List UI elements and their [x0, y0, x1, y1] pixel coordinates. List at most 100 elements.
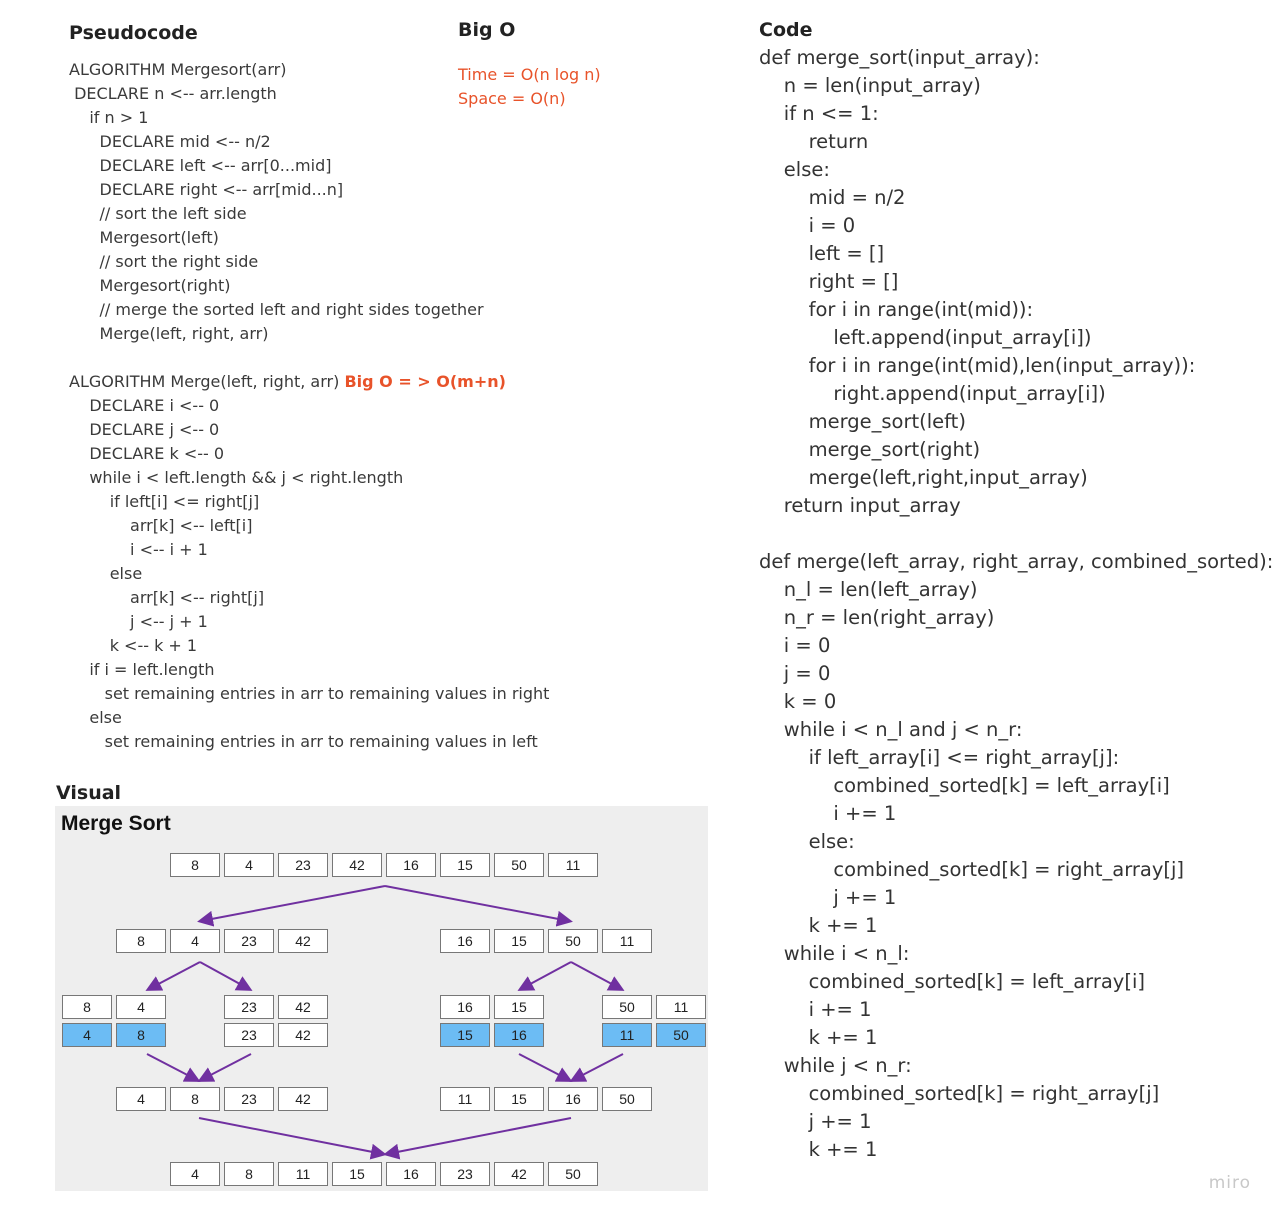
pseudocode-line: DECLARE j <-- 0 — [69, 420, 220, 439]
miro-watermark: miro — [1208, 1173, 1251, 1193]
pseudocode-line: DECLARE k <-- 0 — [69, 444, 225, 463]
code-line: combined_sorted[k] = left_array[i] — [759, 774, 1170, 797]
code-line: if left_array[i] <= right_array[j]: — [759, 746, 1120, 769]
arrow-split-rl — [517, 961, 572, 991]
array-cell-original: 8 — [170, 853, 220, 877]
code-line: while j < n_r: — [759, 1054, 912, 1077]
pseudocode-line: k <-- k + 1 — [69, 636, 198, 655]
code-line: right = [] — [759, 270, 899, 293]
code-line: mid = n/2 — [759, 186, 906, 209]
pseudocode-line: set remaining entries in arr to remainin… — [69, 732, 538, 751]
code-line: j += 1 — [759, 1110, 872, 1133]
array-cell-pairs-top: 42 — [278, 995, 328, 1019]
array-cell-original: 50 — [494, 853, 544, 877]
array-cell-pairs-top: 15 — [494, 995, 544, 1019]
array-cell-merged-right: 15 — [494, 1087, 544, 1111]
pseudocode-line: i <-- i + 1 — [69, 540, 208, 559]
pseudocode-line: DECLARE right <-- arr[mid...n] — [69, 180, 344, 199]
pseudocode-line: if n > 1 — [69, 108, 149, 127]
code-line: left = [] — [759, 242, 885, 265]
pseudocode-line: // sort the left side — [69, 204, 247, 223]
code-line — [759, 520, 1273, 548]
code-line: def merge_sort(input_array): — [759, 46, 1040, 69]
arrow-merge-ll — [146, 1053, 201, 1082]
code-line: for i in range(int(mid),len(input_array)… — [759, 354, 1196, 377]
merge-sort-visual: Merge Sort 8 4 23 42 16 15 50 11 8 4 23 42 16 15 50 11 8… — [55, 806, 708, 1191]
array-cell-final: 15 — [332, 1162, 382, 1186]
time-complexity: Time = O(n log n) — [458, 65, 601, 84]
array-cell-pairs-sorted: 8 — [116, 1023, 166, 1047]
array-cell-original: 15 — [440, 853, 490, 877]
code-line: k += 1 — [759, 1026, 878, 1049]
pseudocode-line: arr[k] <-- left[i] — [69, 516, 253, 535]
arrow-final-right — [383, 1117, 572, 1160]
pseudocode-title: Pseudocode — [69, 22, 198, 44]
array-cell-pairs-sorted: 50 — [656, 1023, 706, 1047]
code-line: for i in range(int(mid)): — [759, 298, 1034, 321]
pseudocode-line: // sort the right side — [69, 252, 259, 271]
code-line: i += 1 — [759, 998, 872, 1021]
array-cell-final: 11 — [278, 1162, 328, 1186]
pseudocode-line: else — [69, 708, 122, 727]
merge-arrows — [145, 885, 625, 1160]
array-cell-original: 11 — [548, 853, 598, 877]
merge-pseudocode-block: DECLARE i <-- 0 DECLARE j <-- 0 DECLARE … — [69, 394, 549, 754]
visual-title: Merge Sort — [61, 812, 171, 835]
arrow-split-left — [197, 885, 386, 927]
array-cell-split-left: 4 — [170, 929, 220, 953]
pseudocode-line: DECLARE left <-- arr[0...mid] — [69, 156, 332, 175]
code-line: combined_sorted[k] = right_array[j] — [759, 1082, 1160, 1105]
array-cell-merged-left: 42 — [278, 1087, 328, 1111]
code-line: k += 1 — [759, 914, 878, 937]
pseudocode-line: arr[k] <-- right[j] — [69, 588, 265, 607]
bigo-title: Big O — [458, 19, 516, 41]
pseudocode-line: if left[i] <= right[j] — [69, 492, 260, 511]
pseudocode-line: Mergesort(left) — [69, 228, 219, 247]
array-cell-merged-left: 8 — [170, 1087, 220, 1111]
array-cell-split-right: 16 — [440, 929, 490, 953]
array-cell-merged-right: 16 — [548, 1087, 598, 1111]
code-line: n_l = len(left_array) — [759, 578, 978, 601]
arrow-split-lr — [199, 961, 253, 991]
array-cell-pairs-sorted: 4 — [62, 1023, 112, 1047]
array-cell-split-right: 15 — [494, 929, 544, 953]
array-cell-pairs-sorted: 16 — [494, 1023, 544, 1047]
array-cell-pairs-top: 4 — [116, 995, 166, 1019]
pseudocode-line: while i < left.length && j < right.lengt… — [69, 468, 404, 487]
array-cell-pairs-top: 50 — [602, 995, 652, 1019]
array-cell-pairs-top: 16 — [440, 995, 490, 1019]
array-cell-split-left: 23 — [224, 929, 274, 953]
merge-header-text: ALGORITHM Merge(left, right, arr) — [69, 372, 345, 391]
array-cell-final: 42 — [494, 1162, 544, 1186]
pseudocode-line: else — [69, 564, 143, 583]
code-line: left.append(input_array[i]) — [759, 326, 1092, 349]
array-cell-pairs-sorted: 23 — [224, 1023, 274, 1047]
merge-algorithm-header: ALGORITHM Merge(left, right, arr) Big O … — [69, 370, 506, 394]
array-cell-final: 8 — [224, 1162, 274, 1186]
code-line: i += 1 — [759, 802, 897, 825]
array-cell-split-right: 11 — [602, 929, 652, 953]
code-line: else: — [759, 158, 830, 181]
pseudocode-line: if i = left.length — [69, 660, 215, 679]
code-line: while i < n_l: — [759, 942, 910, 965]
pseudocode-line: Mergesort(right) — [69, 276, 231, 295]
array-cell-original: 16 — [386, 853, 436, 877]
code-line: def merge(left_array, right_array, combi… — [759, 550, 1274, 573]
space-complexity: Space = O(n) — [458, 89, 566, 108]
code-line: n = len(input_array) — [759, 74, 981, 97]
code-block: def merge_sort(input_array): n = len(inp… — [759, 44, 1273, 1164]
array-cell-split-right: 50 — [548, 929, 598, 953]
array-cell-merged-right: 11 — [440, 1087, 490, 1111]
array-cell-original: 4 — [224, 853, 274, 877]
code-line: merge_sort(right) — [759, 438, 981, 461]
array-cell-pairs-top: 11 — [656, 995, 706, 1019]
array-cell-final: 23 — [440, 1162, 490, 1186]
pseudocode-line: set remaining entries in arr to remainin… — [69, 684, 550, 703]
code-line: merge(left,right,input_array) — [759, 466, 1088, 489]
array-cell-pairs-sorted: 15 — [440, 1023, 490, 1047]
code-line: combined_sorted[k] = left_array[i] — [759, 970, 1145, 993]
code-line: while i < n_l and j < n_r: — [759, 718, 1023, 741]
arrow-merge-rl — [518, 1053, 573, 1082]
code-line: k += 1 — [759, 1138, 878, 1161]
code-line: n_r = len(right_array) — [759, 606, 995, 629]
